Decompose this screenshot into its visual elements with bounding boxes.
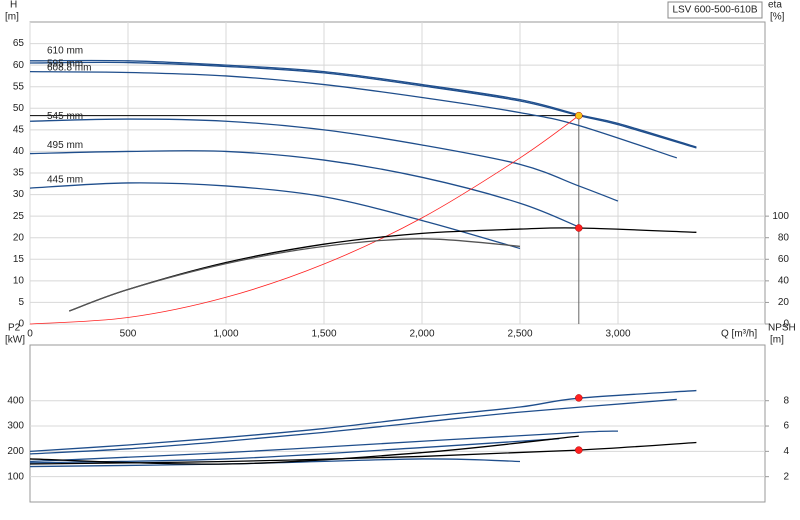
- y2-axis-title: eta: [768, 0, 782, 11]
- y-tick-label: 400: [7, 395, 24, 406]
- y-tick-label: 10: [13, 275, 25, 286]
- curve-label: 595 mm: [47, 58, 83, 69]
- y-axis-title: H: [10, 0, 17, 11]
- y-tick-label: 5: [18, 297, 24, 308]
- curve-label: 495 mm: [47, 140, 83, 151]
- y-axis-unit: [kW]: [5, 335, 25, 346]
- y-tick-label: 65: [13, 38, 25, 49]
- curve-label: 608.8 mm: [47, 63, 91, 74]
- x-tick-label: 3,000: [605, 329, 630, 340]
- operating-point: [575, 111, 583, 120]
- curve-label: 610 mm: [47, 45, 83, 56]
- y-tick-label: 15: [13, 254, 25, 265]
- x-tick-label: 1,000: [213, 329, 238, 340]
- x-axis-title: Q [m³/h]: [721, 329, 757, 340]
- curve: [29, 435, 579, 465]
- y2-tick-label: 6: [783, 421, 789, 432]
- operating-point: [575, 394, 583, 402]
- y-axis-unit: [m]: [5, 12, 19, 23]
- operating-point: [575, 224, 583, 232]
- x-tick-label: 500: [120, 329, 137, 340]
- curve-label: 545 mm: [47, 111, 83, 122]
- x-tick-label: 1,500: [311, 329, 336, 340]
- x-tick-label: 2,500: [507, 329, 532, 340]
- y2-tick-label: 60: [778, 254, 790, 265]
- curve: [68, 238, 521, 312]
- y2-tick-label: 0: [783, 319, 789, 330]
- plot-area: [29, 344, 766, 503]
- y-tick-label: 0: [18, 319, 24, 330]
- y-tick-label: 35: [13, 168, 25, 179]
- y-tick-label: 45: [13, 124, 25, 135]
- y2-tick-label: 20: [778, 297, 790, 308]
- curve: [29, 398, 677, 455]
- curve: [29, 458, 521, 468]
- curve: [29, 182, 521, 250]
- curve: [29, 59, 697, 148]
- y2-tick-label: 80: [778, 232, 790, 243]
- y-tick-label: 200: [7, 446, 24, 457]
- y2-axis-title: NPSH: [768, 323, 796, 334]
- operating-point: [575, 446, 583, 454]
- curve-label: 445 mm: [47, 175, 83, 186]
- y-tick-label: 60: [13, 60, 25, 71]
- y2-axis-unit: [m]: [770, 335, 784, 346]
- y2-tick-label: 4: [783, 446, 789, 457]
- y-tick-label: 100: [7, 471, 24, 482]
- y2-tick-label: 40: [778, 275, 790, 286]
- x-tick-label: 2,000: [409, 329, 434, 340]
- y-tick-label: 20: [13, 232, 25, 243]
- annotation: LSV 600-500-610B: [672, 5, 757, 16]
- y-tick-label: 30: [13, 189, 25, 200]
- y2-tick-label: 8: [783, 395, 789, 406]
- curve: [29, 61, 697, 149]
- y-axis-title: P2: [8, 323, 21, 334]
- y-tick-label: 50: [13, 103, 25, 114]
- curve: [29, 118, 619, 202]
- y2-tick-label: 100: [772, 211, 789, 222]
- curve: [29, 70, 678, 159]
- curve: [29, 115, 580, 325]
- y-tick-label: 40: [13, 146, 25, 157]
- annotation-box: [667, 1, 763, 19]
- y-tick-label: 300: [7, 421, 24, 432]
- y-tick-label: 25: [13, 211, 25, 222]
- x-tick-label: 0: [27, 329, 33, 340]
- y-tick-label: 55: [13, 81, 25, 92]
- y2-axis-unit: [%]: [770, 12, 785, 23]
- curve: [29, 430, 619, 463]
- curve: [29, 150, 580, 228]
- y2-tick-label: 2: [783, 471, 789, 482]
